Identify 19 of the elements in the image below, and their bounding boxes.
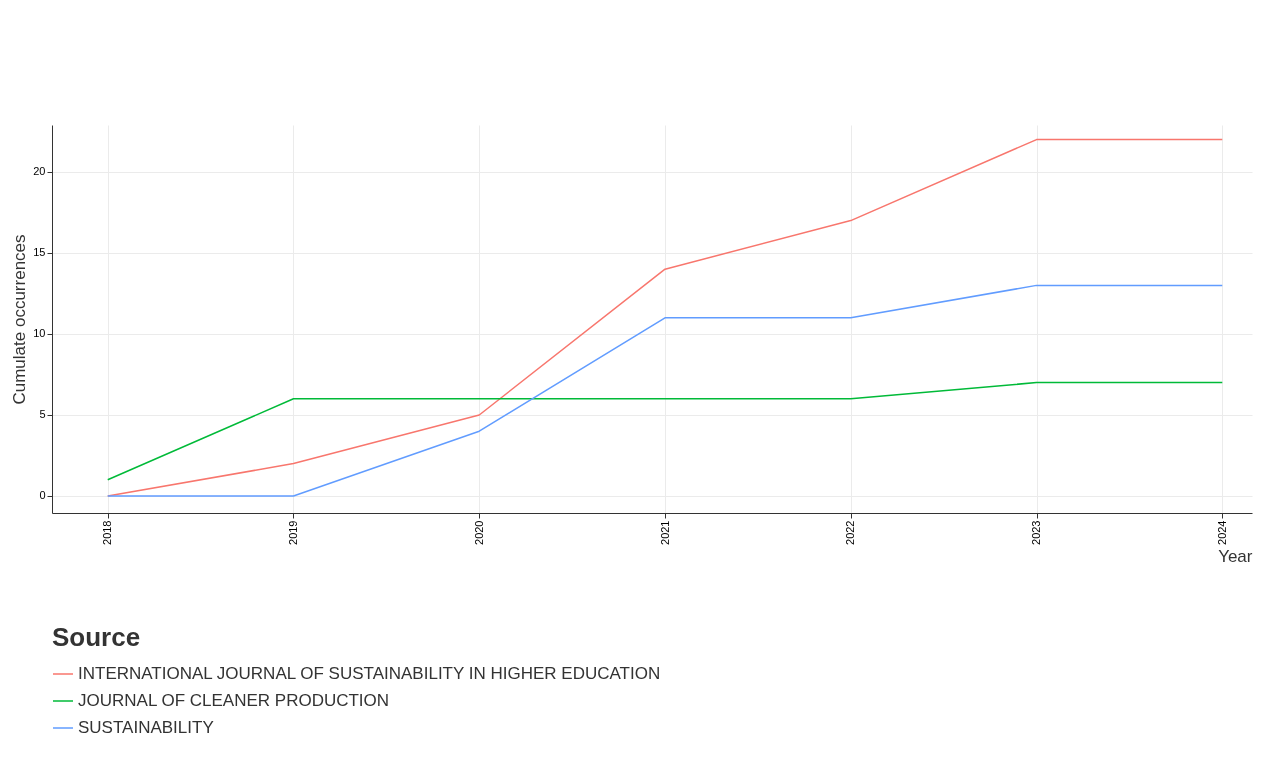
x-tick-label: 2024 — [1215, 520, 1228, 545]
legend-label: INTERNATIONAL JOURNAL OF SUSTAINABILITY IN HIGHER EDUCATION — [78, 664, 661, 683]
y-axis-title: Cumulate occurrences — [10, 234, 30, 405]
y-tick-label: 5 — [39, 408, 46, 421]
legend-label: JOURNAL OF CLEANER PRODUCTION — [78, 691, 390, 710]
x-tick-label: 2022 — [844, 520, 857, 545]
y-tick-label: 20 — [33, 165, 46, 178]
x-tick-label: 2023 — [1030, 520, 1043, 545]
x-tick-label: 2020 — [472, 520, 485, 545]
x-axis-title: Year — [1218, 546, 1253, 566]
x-tick-label: 2019 — [286, 520, 299, 545]
y-tick-label: 15 — [33, 246, 46, 259]
legend-label: SUSTAINABILITY — [78, 718, 214, 737]
line-series — [106, 284, 1224, 497]
y-tick-label: 0 — [39, 489, 46, 502]
legend-title: Source — [52, 622, 141, 652]
x-tick-label: 2018 — [101, 520, 114, 545]
x-tick-label: 2021 — [658, 520, 671, 545]
y-tick-label: 10 — [33, 327, 46, 340]
